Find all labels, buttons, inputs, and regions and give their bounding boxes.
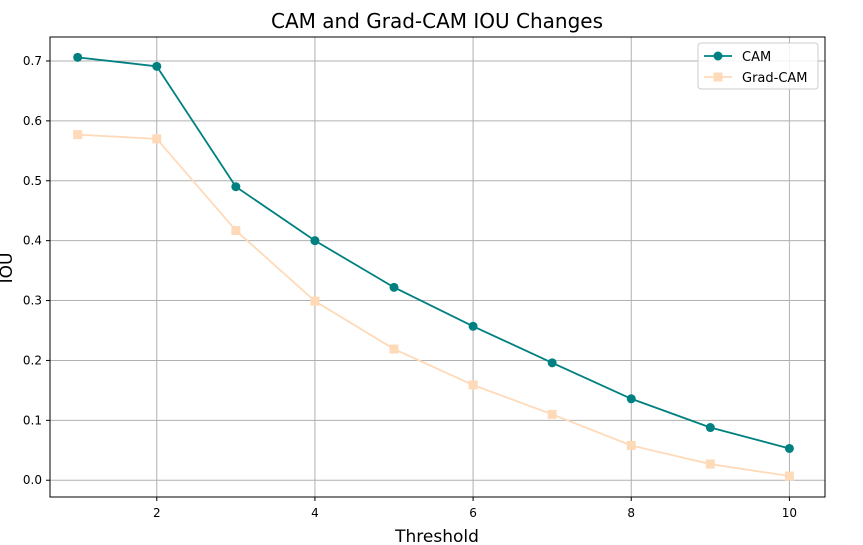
data-point [626, 394, 636, 404]
plot-area-frame [49, 36, 826, 498]
x-tick-label: 2 [153, 506, 161, 520]
data-point [152, 61, 162, 71]
legend-label: CAM [742, 50, 771, 65]
data-point [784, 471, 794, 481]
x-tick-label: 8 [627, 506, 635, 520]
series-line-cam [77, 56, 790, 450]
data-point [705, 423, 715, 433]
legend: CAM Grad-CAM [697, 42, 819, 90]
data-point [784, 443, 794, 453]
y-axis-label: IOU [0, 253, 17, 284]
y-tick-label: 0.7 [23, 54, 42, 68]
data-point [468, 380, 478, 390]
data-point [152, 134, 162, 144]
grid-lines [50, 37, 825, 497]
data-point [547, 409, 557, 419]
x-tick-label: 6 [469, 506, 477, 520]
data-point [73, 130, 83, 140]
legend-marker [713, 72, 723, 82]
y-tick-label: 0.1 [23, 413, 42, 427]
legend-marker [713, 51, 723, 61]
y-tick-label: 0.2 [23, 353, 42, 367]
data-point [231, 225, 241, 235]
x-axis-label: Threshold [394, 527, 479, 545]
series-layer [73, 52, 794, 481]
y-tick-label: 0.0 [23, 473, 42, 487]
legend-item-cam: CAM [704, 50, 771, 65]
y-tick-label: 0.4 [23, 234, 42, 248]
series-cam [73, 52, 794, 453]
y-tick-label: 0.3 [23, 294, 42, 308]
data-point [626, 440, 636, 450]
data-point [705, 459, 715, 469]
x-tick-label: 10 [782, 506, 797, 520]
y-tick-label: 0.5 [23, 174, 42, 188]
data-point [310, 236, 320, 246]
data-point [389, 282, 399, 292]
x-axis: 2 4 6 8 10 [153, 497, 797, 520]
data-point [310, 296, 320, 306]
x-tick-label: 4 [311, 506, 319, 520]
chart-title: CAM and Grad-CAM IOU Changes [271, 9, 603, 33]
y-tick-label: 0.6 [23, 114, 42, 128]
data-point [468, 321, 478, 331]
legend-item-grad-cam: Grad-CAM [704, 71, 808, 86]
y-axis: 0.0 0.1 0.2 0.3 0.4 0.5 0.6 0.7 [23, 54, 50, 487]
series-line-grad-cam [77, 133, 790, 477]
data-point [73, 52, 83, 62]
data-point [547, 358, 557, 368]
data-point [389, 344, 399, 354]
legend-label: Grad-CAM [742, 71, 808, 86]
series-grad-cam [73, 130, 794, 481]
data-point [231, 182, 241, 192]
